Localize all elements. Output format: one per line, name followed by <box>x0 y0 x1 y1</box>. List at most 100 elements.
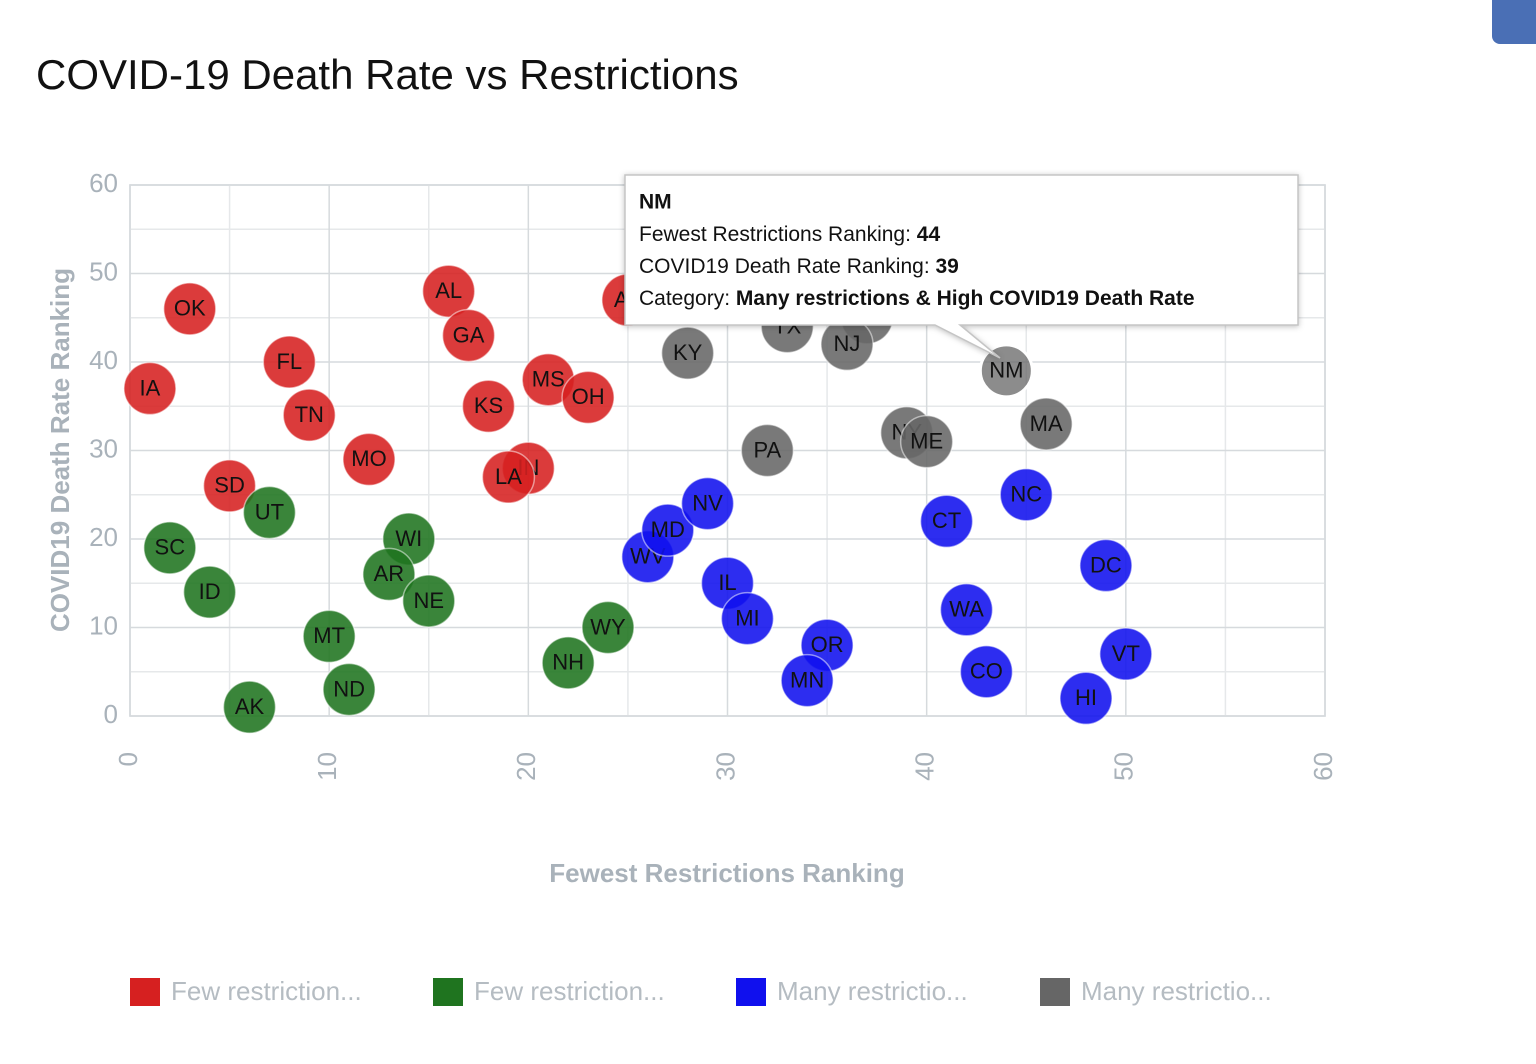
tooltip-row: Category: Many restrictions & High COVID… <box>639 287 1195 310</box>
point: MD <box>641 503 695 557</box>
point: TN <box>282 388 336 442</box>
point-label: OK <box>174 296 206 321</box>
point: SD <box>202 459 257 513</box>
point-marker <box>202 459 257 513</box>
point: HI <box>1059 671 1113 726</box>
point-label: NH <box>552 650 584 675</box>
point-label: IA <box>140 375 161 400</box>
point: NH <box>541 636 595 690</box>
corner-tab[interactable] <box>1492 0 1536 44</box>
point-marker <box>720 591 775 646</box>
point-marker <box>939 583 994 637</box>
point-marker <box>959 645 1014 699</box>
point-marker <box>362 547 416 602</box>
point: VT <box>1099 627 1153 681</box>
point: ME <box>899 414 954 469</box>
point-marker <box>481 450 536 504</box>
point-marker <box>182 565 237 619</box>
point: NV <box>680 476 735 531</box>
x-axis-title: Fewest Restrictions Ranking <box>549 858 904 888</box>
point-label: HI <box>1075 685 1097 710</box>
x-tick-label: 60 <box>1308 752 1338 781</box>
tooltip-row-label: Category: <box>639 287 736 310</box>
point: NC <box>999 468 1053 522</box>
chart-title: COVID-19 Death Rate vs Restrictions <box>36 51 739 98</box>
point-marker <box>282 388 336 442</box>
x-tick-label: 20 <box>511 752 541 781</box>
point-marker <box>441 308 496 363</box>
point-marker <box>740 423 795 478</box>
point-label: WY <box>590 614 626 639</box>
point: MI <box>720 591 775 646</box>
point-label: MA <box>1030 411 1063 436</box>
point-label: ME <box>910 428 943 453</box>
point-label: ID <box>199 579 221 604</box>
tooltip-row-value: 44 <box>917 223 941 246</box>
point: MN <box>780 653 834 708</box>
point: KY <box>660 326 715 380</box>
point-label: KY <box>673 340 703 365</box>
point-marker <box>262 335 317 389</box>
point: GA <box>441 308 496 363</box>
y-tick-label: 30 <box>89 433 118 463</box>
point-marker <box>899 414 954 469</box>
point-marker <box>999 468 1053 522</box>
point-label: IL <box>718 570 736 595</box>
tooltip-title: NM <box>639 191 672 214</box>
point-label: SC <box>155 535 186 560</box>
point: LA <box>481 450 536 504</box>
point-label: MI <box>735 605 759 630</box>
point-marker <box>242 485 297 540</box>
point-marker <box>919 494 974 549</box>
point-label: CO <box>970 659 1003 684</box>
point-label: TN <box>295 402 324 427</box>
point-marker <box>581 600 635 655</box>
y-tick-label: 50 <box>89 256 118 286</box>
point-marker <box>1059 671 1113 726</box>
y-tick-label: 0 <box>104 699 118 729</box>
tooltip-row: Fewest Restrictions Ranking: 44 <box>639 223 940 246</box>
tooltip-row-value: 39 <box>935 255 958 278</box>
x-tick-label: 40 <box>910 752 940 781</box>
x-tick-label: 0 <box>113 752 143 766</box>
point: FL <box>262 335 317 389</box>
point-marker <box>641 503 695 557</box>
point-label: NC <box>1010 482 1042 507</box>
x-tick-label: 10 <box>312 752 342 781</box>
point: SC <box>143 521 197 575</box>
point: AK <box>222 680 277 734</box>
point-label: ND <box>333 676 365 701</box>
point-marker <box>541 636 595 690</box>
legend-swatch <box>433 978 463 1006</box>
point-label: GA <box>453 322 485 347</box>
point-marker <box>143 521 197 575</box>
tooltip: NM Fewest Restrictions Ranking: 44 COVID19… <box>624 174 1299 359</box>
point-label: WA <box>949 597 984 622</box>
point: OK <box>163 282 217 336</box>
point-label: NE <box>413 588 444 613</box>
point-label: KS <box>474 393 503 418</box>
point-marker <box>421 264 476 318</box>
x-tick-label: 30 <box>710 752 740 781</box>
point: ND <box>322 662 376 717</box>
point-marker <box>302 609 356 664</box>
point-label: MO <box>351 446 386 471</box>
point-marker <box>402 574 456 628</box>
point-label: AL <box>435 278 462 303</box>
point-label: DC <box>1090 552 1122 577</box>
point-marker <box>123 361 177 416</box>
tooltip-row-label: Fewest Restrictions Ranking: <box>639 223 917 246</box>
point-label: VT <box>1112 641 1140 666</box>
point-marker <box>1099 627 1153 681</box>
point-label: MN <box>790 667 824 692</box>
point: WY <box>581 600 635 655</box>
point-marker <box>978 343 1034 399</box>
point: MS <box>521 352 575 407</box>
point-marker <box>680 476 735 531</box>
point: NE <box>402 574 456 628</box>
point-label: MT <box>313 623 345 648</box>
point: WA <box>939 583 994 637</box>
point: KS <box>461 379 516 433</box>
y-tick-label: 60 <box>89 168 118 198</box>
